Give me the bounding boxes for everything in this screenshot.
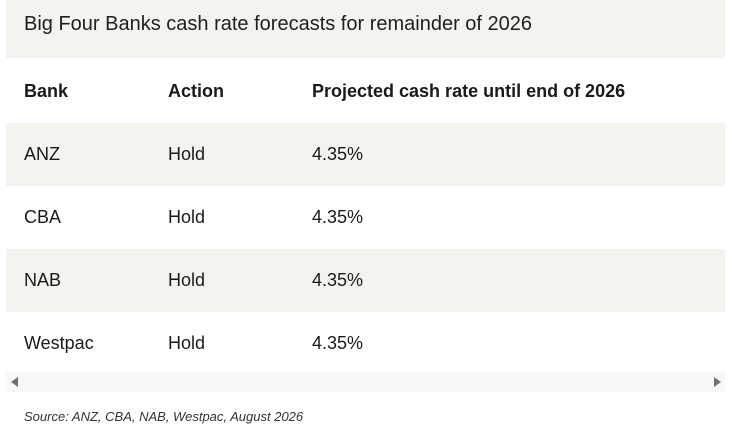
table-row: ANZ Hold 4.35%: [6, 123, 725, 186]
cell-rate: 4.35%: [312, 144, 364, 164]
horizontal-scrollbar[interactable]: [6, 372, 725, 392]
cell-action: Hold: [168, 207, 206, 227]
cell-bank: Westpac: [24, 333, 94, 353]
forecast-table: Bank Action Projected cash rate until en…: [6, 60, 725, 375]
table-row: CBA Hold 4.35%: [6, 186, 725, 249]
cell-action: Hold: [168, 144, 206, 164]
cell-rate: 4.35%: [312, 270, 364, 290]
cell-action: Hold: [168, 333, 206, 353]
page-margin: [725, 0, 752, 433]
table-row: NAB Hold 4.35%: [6, 249, 725, 312]
cell-action: Hold: [168, 270, 206, 290]
source-caption: Source: ANZ, CBA, NAB, Westpac, August 2…: [24, 409, 304, 424]
table-title: Big Four Banks cash rate forecasts for r…: [24, 12, 533, 35]
cell-bank: ANZ: [24, 144, 60, 164]
scroll-left-arrow-icon[interactable]: [11, 377, 18, 387]
cell-rate: 4.35%: [312, 333, 364, 353]
table-row: Westpac Hold 4.35%: [6, 312, 725, 375]
header-bank: Bank: [24, 81, 69, 101]
cell-bank: NAB: [24, 270, 62, 290]
table-title-bar: Big Four Banks cash rate forecasts for r…: [6, 0, 725, 58]
header-action: Action: [168, 81, 224, 101]
cell-bank: CBA: [24, 207, 62, 227]
scroll-right-arrow-icon[interactable]: [714, 377, 721, 387]
table-header-row: Bank Action Projected cash rate until en…: [6, 60, 725, 123]
header-projected-rate: Projected cash rate until end of 2026: [312, 81, 626, 101]
cell-rate: 4.35%: [312, 207, 364, 227]
